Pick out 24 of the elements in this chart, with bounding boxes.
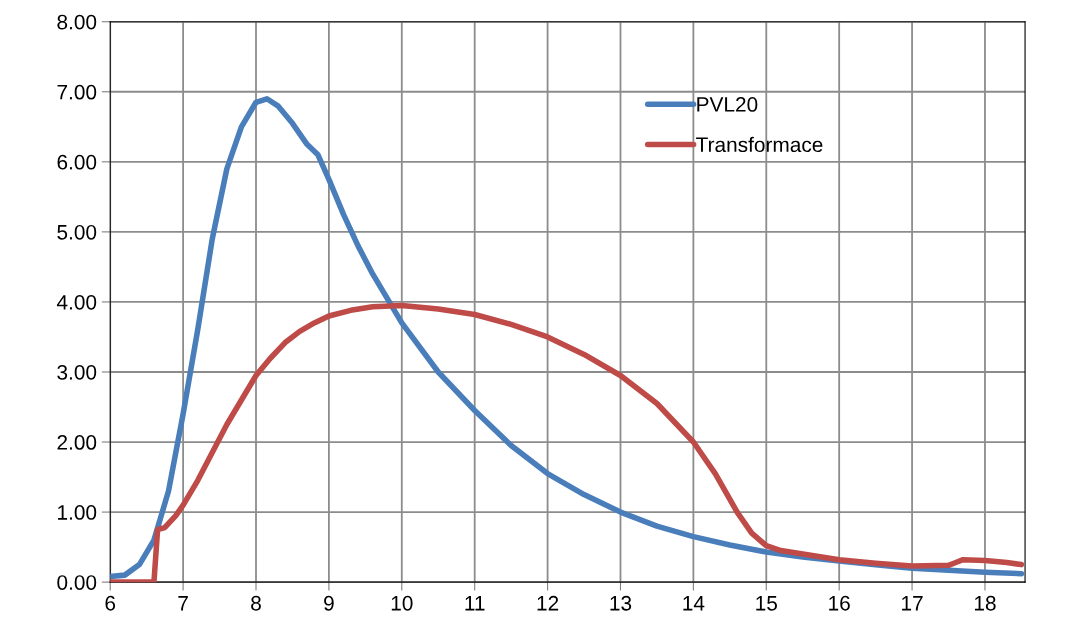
y-tick-label: 8.00 [57,14,97,30]
x-tick-label: 13 [610,595,632,611]
y-tick-label: 2.00 [57,435,97,450]
x-tick-label: 6 [105,595,116,611]
x-tick-label: 17 [902,596,923,611]
x-tick-label: 9 [324,595,334,611]
legend-label: PVL20 [697,97,758,112]
y-tick-label: 4.00 [56,294,97,310]
x-tick-label: 10 [391,595,413,611]
x-tick-label: 11 [465,596,485,611]
x-tick-label: 12 [537,595,559,611]
y-tick-label: 7.00 [57,84,97,100]
y-tick-label: 0.00 [57,575,97,590]
y-tick-label: 5.00 [57,224,97,240]
legend-label: Transformace [696,136,823,153]
x-tick-label: 7 [178,596,188,611]
x-tick-label: 15 [756,596,777,611]
y-tick-label: 6.00 [57,154,97,170]
x-tick-label: 8 [251,595,261,611]
x-tick-label: 16 [829,595,850,611]
y-tick-label: 1.00 [58,505,97,520]
x-tick-label: 18 [974,595,996,611]
y-tick-label: 3.00 [57,364,97,380]
x-tick-label: 14 [683,596,705,611]
